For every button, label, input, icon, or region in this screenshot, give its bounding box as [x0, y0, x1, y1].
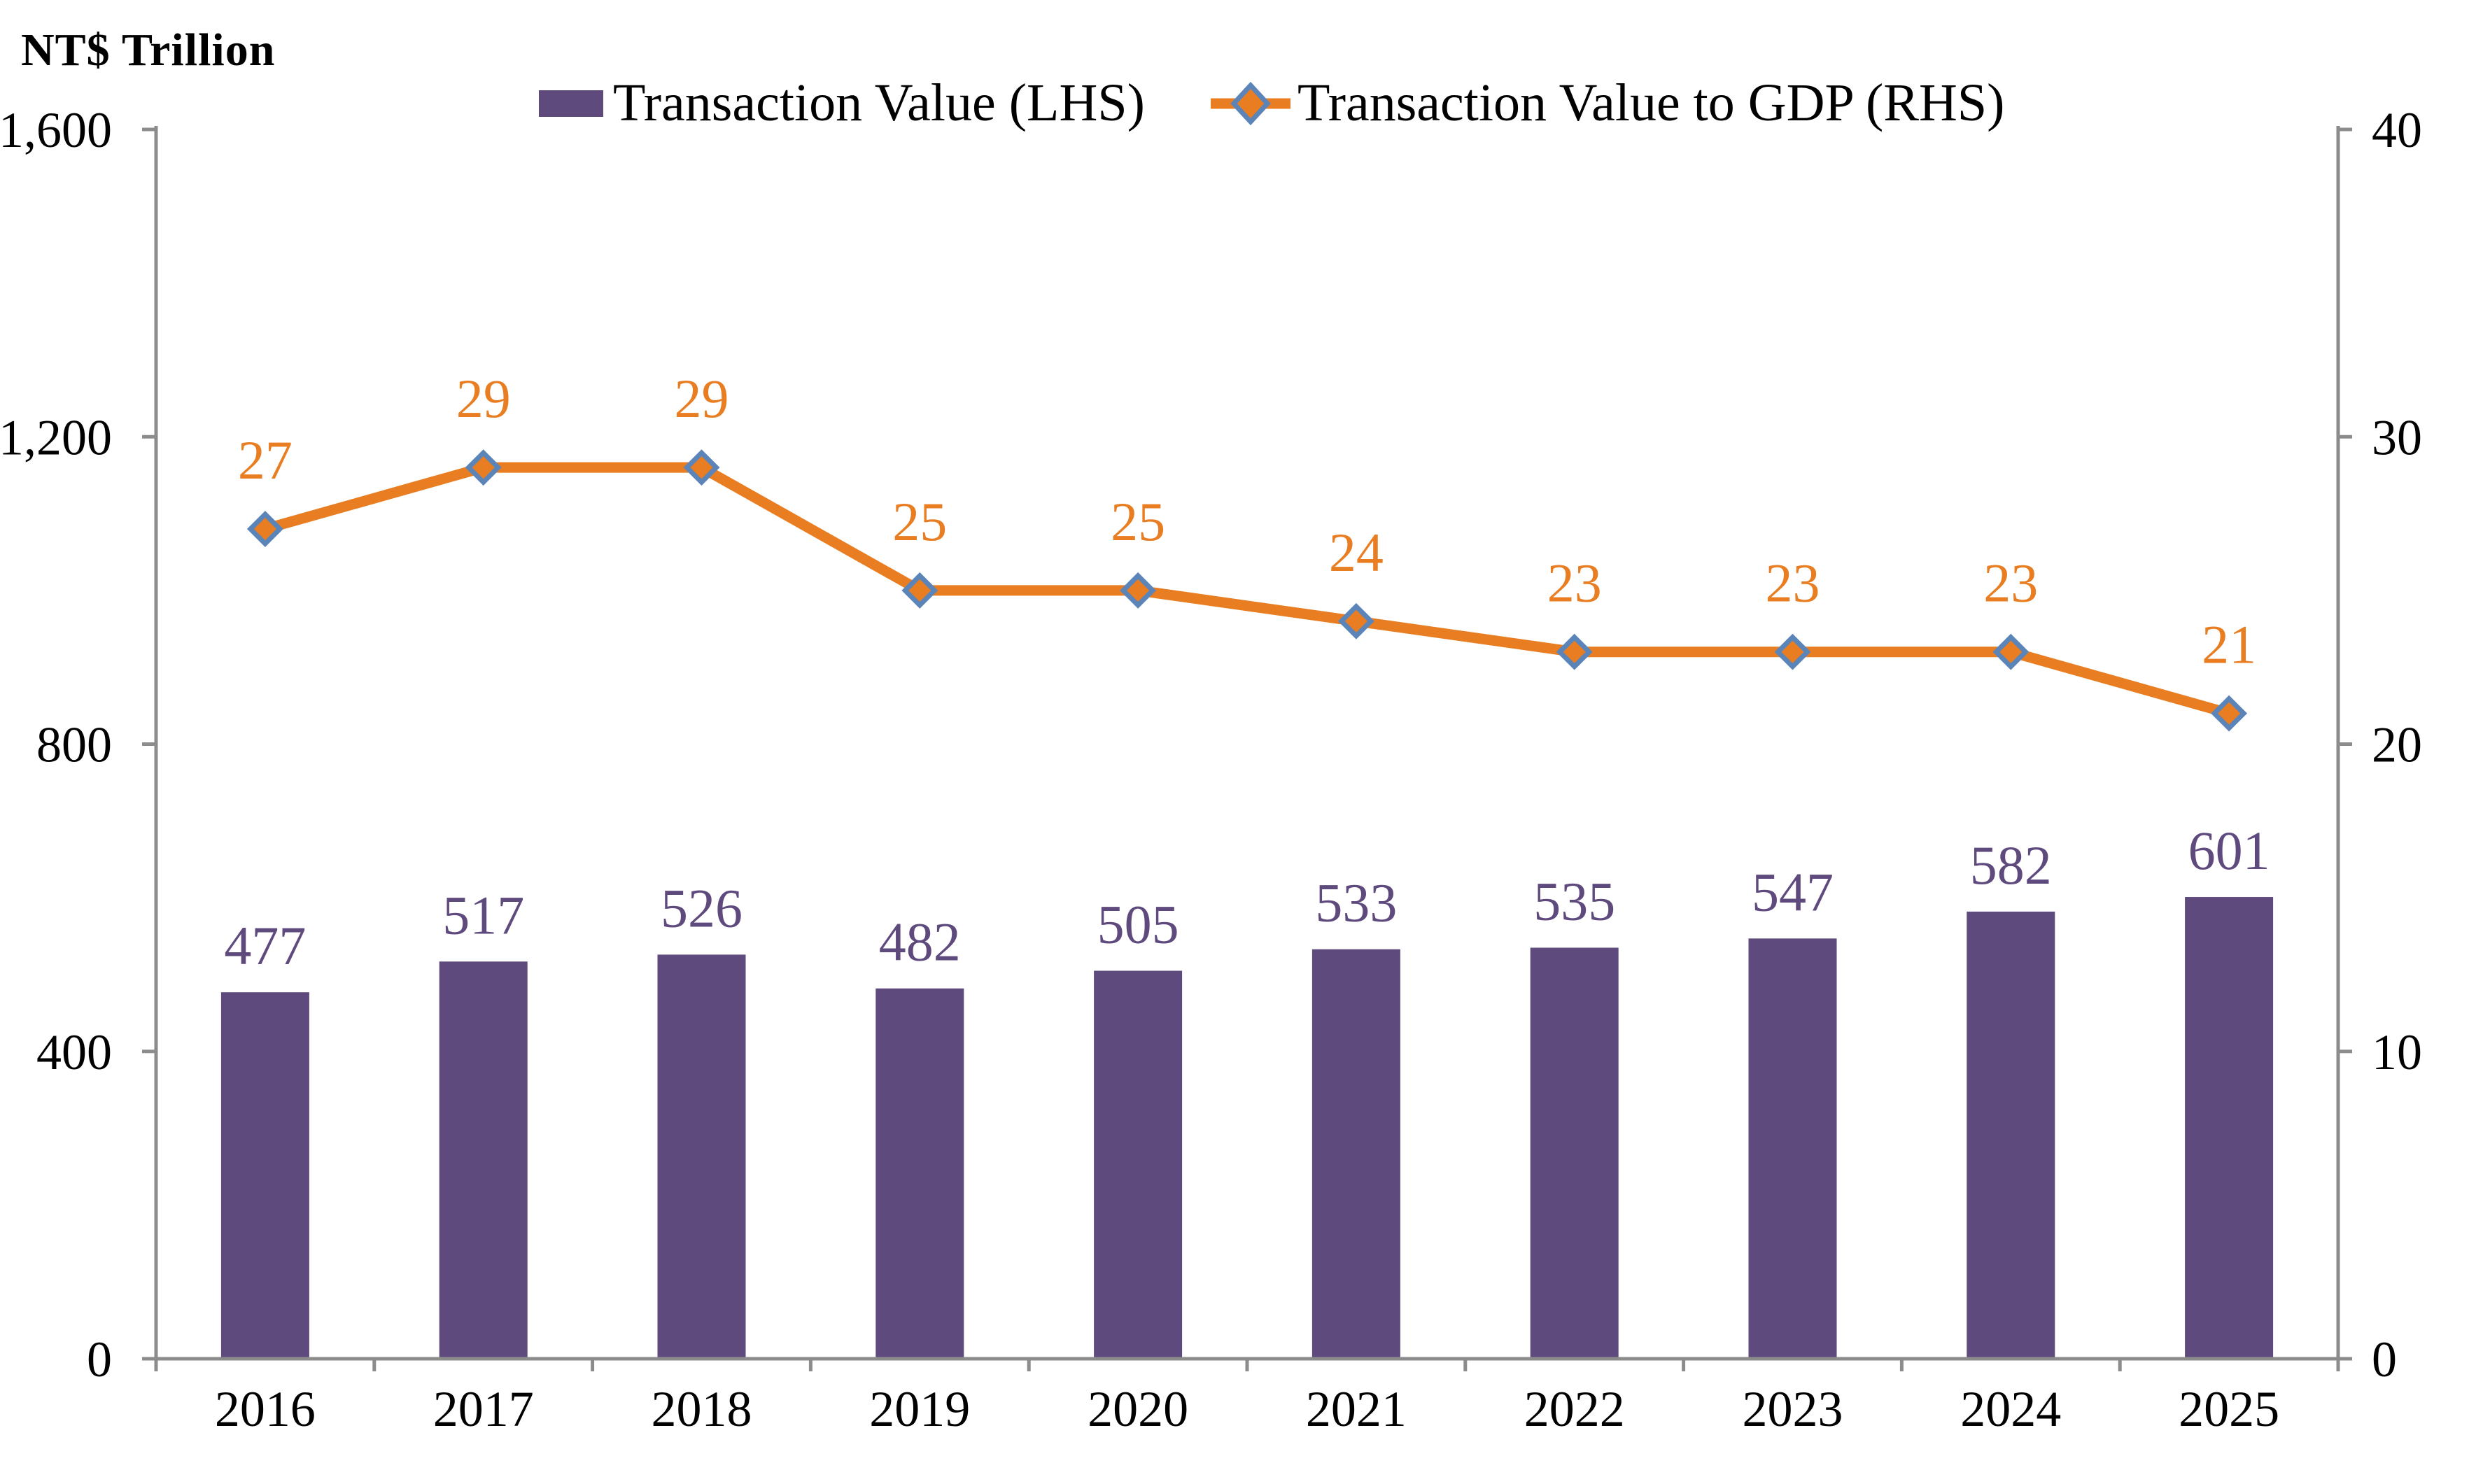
right-axis-tick-label: 30	[2372, 409, 2422, 465]
diamond-marker-2019	[901, 572, 938, 609]
left-axis-tick-label: 400	[36, 1024, 112, 1080]
left-axis-tick-label: 1,600	[0, 102, 112, 158]
legend: Transaction Value (LHS) Transaction Valu…	[539, 73, 2004, 134]
x-axis-label-2019: 2019	[869, 1381, 970, 1437]
bar-label-2025: 601	[2188, 820, 2270, 881]
data-labels: 477 517 526 482 505 533 535 547 582 601 27 29 29 25 25…	[224, 368, 2270, 976]
x-axis-label-2017: 2017	[433, 1381, 534, 1437]
legend-label-gdp-ratio: Transaction Value to GDP (RHS)	[1297, 73, 2005, 132]
bar-2018	[657, 954, 746, 1359]
line-label-2019: 25	[892, 491, 947, 552]
axis-tick-labels: 0 400 800 1,200 1,600 0 10 20 30 40 2016 2017 2018 20…	[0, 102, 2422, 1437]
bar-2021	[1311, 949, 1400, 1359]
line-series	[246, 449, 2248, 732]
bar-label-2019: 482	[879, 912, 961, 973]
left-axis-tick-label: 800	[36, 717, 112, 773]
line-label-2017: 29	[456, 368, 511, 429]
line-label-2024: 23	[1983, 553, 2038, 614]
diamond-marker-2022	[1556, 633, 1593, 670]
bar-series-swatch-icon	[539, 90, 603, 117]
bar-label-2020: 505	[1097, 893, 1179, 954]
x-axis-label-2025: 2025	[2179, 1381, 2279, 1437]
bar-label-2023: 547	[1752, 861, 1834, 922]
gdp-ratio-line	[263, 462, 2231, 719]
diamond-marker-2021	[1337, 602, 1374, 639]
diamond-marker-2016	[246, 511, 283, 547]
bar-2020	[1094, 970, 1183, 1359]
line-label-2023: 23	[1766, 553, 1820, 614]
bar-2024	[1967, 911, 2055, 1359]
right-axis-tick-label: 10	[2372, 1024, 2422, 1080]
left-axis-tick-label: 1,200	[0, 409, 112, 465]
left-axis-tick-label: 0	[87, 1331, 112, 1387]
x-axis-label-2023: 2023	[1743, 1381, 1843, 1437]
diamond-marker-2018	[683, 449, 720, 486]
line-series-swatch-icon	[1210, 81, 1290, 125]
x-axis-label-2022: 2022	[1524, 1381, 1625, 1437]
bar-label-2017: 517	[442, 884, 524, 945]
x-axis-label-2018: 2018	[652, 1381, 752, 1437]
x-axis-label-2016: 2016	[215, 1381, 316, 1437]
right-axis-tick-label: 0	[2372, 1331, 2397, 1387]
axes	[142, 126, 2352, 1371]
line-label-2018: 29	[675, 368, 729, 429]
x-axis-label-2020: 2020	[1088, 1381, 1188, 1437]
right-axis-tick-label: 20	[2372, 717, 2422, 773]
bar-series	[220, 897, 2274, 1359]
line-label-2022: 23	[1547, 553, 1602, 614]
bar-label-2021: 533	[1315, 872, 1397, 933]
diamond-marker-2017	[465, 449, 502, 486]
x-axis-label-2021: 2021	[1306, 1381, 1407, 1437]
line-label-2016: 27	[238, 430, 293, 490]
bar-2022	[1530, 947, 1619, 1359]
bar-2025	[2185, 897, 2274, 1359]
bar-label-2024: 582	[1970, 835, 2052, 896]
line-label-2020: 25	[1111, 491, 1165, 552]
line-label-2025: 21	[2202, 614, 2256, 675]
bar-2023	[1748, 938, 1837, 1359]
bar-label-2018: 526	[661, 877, 743, 938]
x-axis-label-2024: 2024	[1960, 1381, 2061, 1437]
bar-2016	[220, 992, 309, 1359]
bar-2019	[875, 988, 964, 1359]
axis-units-title: NT$ Trillion	[21, 24, 276, 76]
diamond-marker-2025	[2211, 695, 2248, 732]
legend-item-transaction-value: Transaction Value (LHS)	[539, 73, 1145, 134]
diamond-marker-2020	[1120, 572, 1157, 609]
bar-2017	[439, 961, 528, 1359]
diamond-marker-2024	[1992, 633, 2030, 670]
bar-label-2022: 535	[1533, 871, 1615, 932]
bar-label-2016: 477	[224, 915, 306, 976]
legend-item-gdp-ratio: Transaction Value to GDP (RHS)	[1209, 73, 2005, 134]
diamond-marker-2023	[1774, 633, 1811, 670]
right-axis-tick-label: 40	[2372, 102, 2422, 158]
legend-label-transaction-value: Transaction Value (LHS)	[613, 73, 1145, 132]
line-label-2021: 24	[1329, 522, 1384, 583]
